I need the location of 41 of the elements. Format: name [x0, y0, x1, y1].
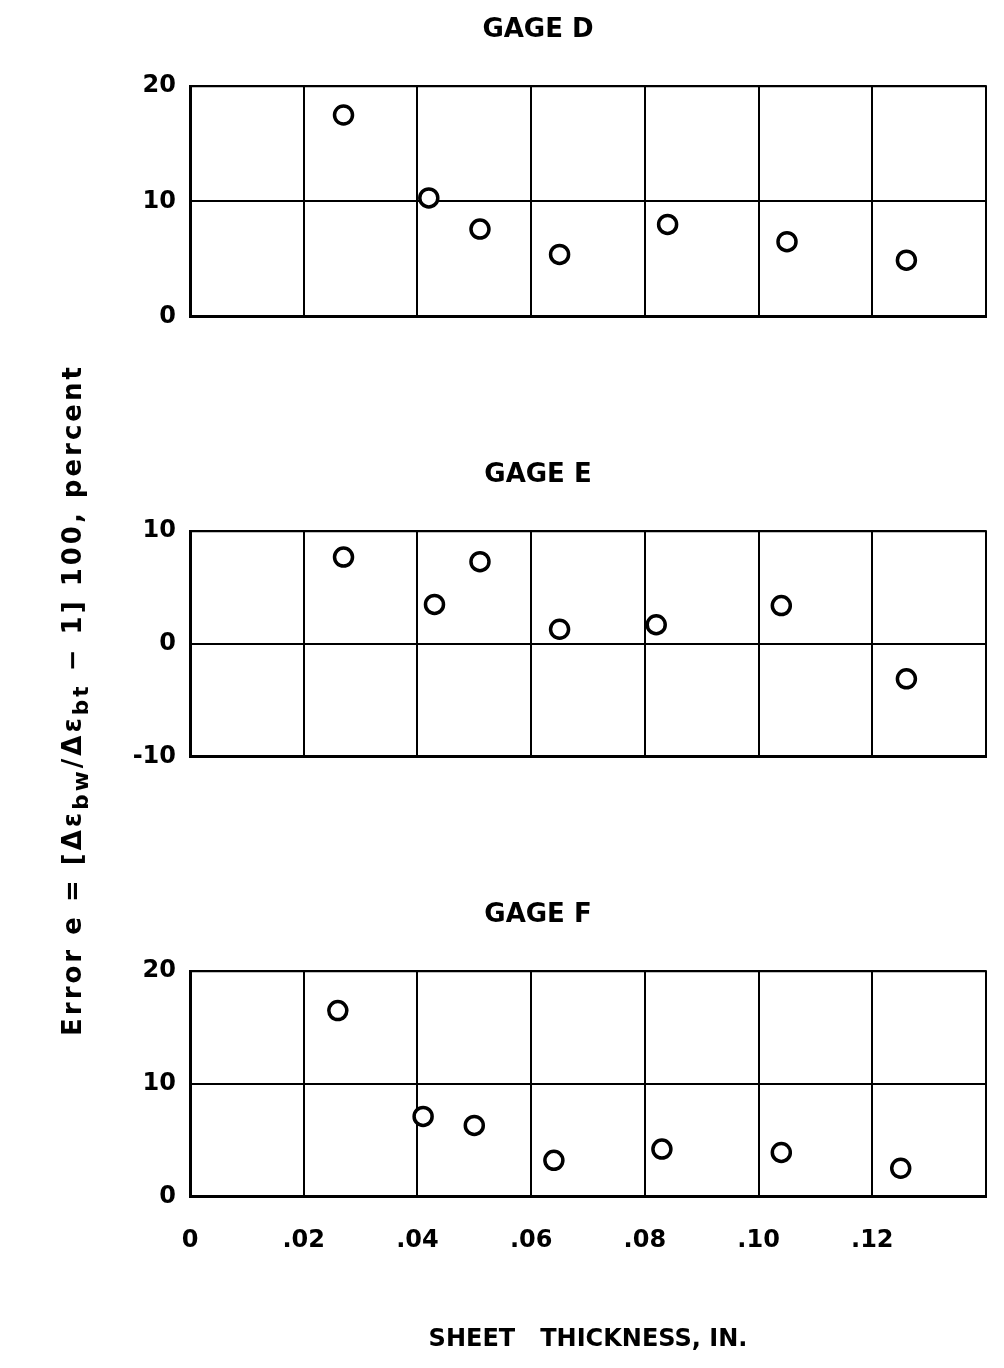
point: [656, 213, 679, 236]
point: [895, 249, 918, 271]
point: [423, 593, 446, 616]
point: [332, 104, 355, 126]
y-tick-label: 10: [142, 515, 176, 544]
y-tick-label: 0: [159, 628, 176, 657]
point: [548, 243, 571, 266]
point: [327, 999, 349, 1022]
chart-title: GAGE F: [484, 898, 592, 929]
point: [770, 594, 793, 617]
point: [418, 187, 440, 209]
point: [463, 1114, 486, 1137]
y-tick-label: 10: [142, 1068, 176, 1097]
chart-title: GAGE D: [482, 13, 594, 44]
point: [770, 1141, 793, 1164]
point: [548, 618, 571, 640]
point: [645, 613, 667, 636]
point: [651, 1138, 673, 1160]
point: [469, 218, 491, 240]
x-tick-label: .08: [623, 1225, 667, 1254]
x-tick-label: .04: [396, 1225, 439, 1254]
y-tick-label: 10: [142, 185, 176, 214]
y-tick-label: 0: [159, 1180, 176, 1209]
y-tick-label: -10: [132, 740, 176, 769]
point: [776, 230, 798, 253]
x-tick-label: .12: [851, 1225, 894, 1254]
x-tick-label: .10: [737, 1225, 780, 1254]
chart-title: GAGE E: [484, 458, 592, 489]
y-tick-label: 0: [159, 300, 176, 329]
point: [895, 668, 918, 690]
y-tick-label: 20: [142, 955, 176, 984]
point: [332, 546, 355, 568]
point: [412, 1105, 434, 1128]
x-tick-label: .06: [509, 1225, 553, 1254]
x-axis-title: SHEET THICKNESS, IN.: [428, 1323, 748, 1352]
x-tick-label: 0: [181, 1225, 199, 1254]
y-tick-label: 20: [142, 70, 176, 99]
point: [469, 550, 491, 573]
x-tick-label: .02: [282, 1225, 325, 1254]
point: [889, 1157, 912, 1179]
point: [543, 1149, 565, 1172]
